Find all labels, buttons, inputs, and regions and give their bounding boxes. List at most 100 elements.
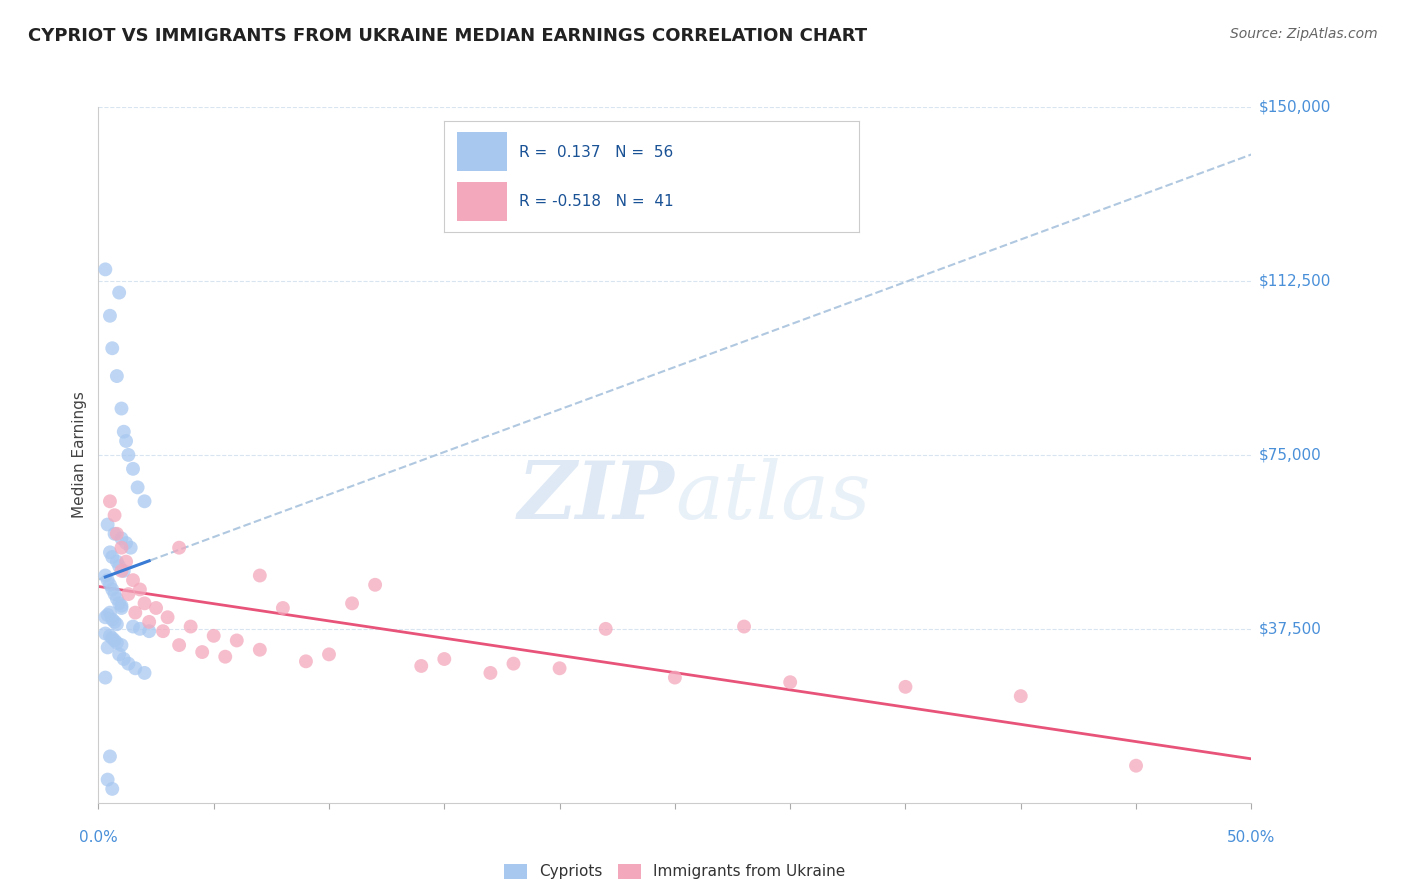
Point (117, 448, 139, 462)
Point (94, 671, 117, 685)
Point (94, 610, 117, 624)
Point (548, 661, 571, 675)
Point (249, 568, 271, 582)
Point (295, 654, 318, 668)
Point (105, 555, 128, 569)
Point (138, 624, 160, 639)
Point (110, 638, 132, 652)
Y-axis label: Median Earnings: Median Earnings (72, 392, 87, 518)
Point (98, 309, 121, 323)
Point (779, 675, 801, 690)
Point (108, 285, 131, 300)
Point (411, 659, 433, 673)
Point (103, 587, 125, 601)
Point (98, 494, 121, 508)
Point (110, 564, 132, 578)
Point (112, 652, 135, 666)
Point (97, 517, 120, 532)
Point (108, 648, 131, 662)
Text: $112,500: $112,500 (1258, 274, 1330, 288)
Point (97, 573, 120, 587)
Point (124, 661, 146, 675)
Point (101, 341, 124, 355)
Point (101, 549, 124, 564)
Point (271, 601, 294, 615)
Point (664, 671, 686, 685)
Point (103, 526, 125, 541)
Text: Source: ZipAtlas.com: Source: ZipAtlas.com (1230, 27, 1378, 41)
Point (894, 680, 917, 694)
Point (110, 599, 132, 613)
Point (1125, 758, 1147, 772)
Point (433, 652, 456, 666)
Point (97, 607, 120, 622)
Point (117, 587, 139, 601)
Point (108, 596, 131, 610)
Point (152, 624, 174, 639)
Point (110, 532, 132, 546)
Point (502, 657, 524, 671)
Point (479, 665, 502, 680)
Point (112, 564, 135, 578)
Point (180, 619, 202, 633)
Point (340, 596, 363, 610)
Point (364, 578, 387, 592)
Point (1010, 689, 1032, 703)
Point (101, 631, 124, 645)
Point (134, 665, 156, 680)
Text: $75,000: $75,000 (1258, 448, 1322, 462)
Text: atlas: atlas (675, 458, 870, 535)
Point (145, 601, 167, 615)
Point (127, 480, 149, 494)
Text: $150,000: $150,000 (1258, 100, 1330, 114)
Point (191, 645, 214, 659)
Point (112, 425, 135, 439)
Point (105, 369, 128, 384)
Point (110, 601, 132, 615)
Point (97, 640, 120, 655)
Point (97, 772, 120, 787)
Point (103, 633, 125, 648)
Point (167, 638, 190, 652)
Point (115, 555, 138, 569)
Point (110, 401, 132, 416)
Legend: Cypriots, Immigrants from Ukraine: Cypriots, Immigrants from Ukraine (498, 857, 852, 886)
Point (156, 610, 179, 624)
Point (733, 619, 755, 633)
Text: ZIP: ZIP (517, 458, 675, 535)
Point (105, 617, 128, 632)
Point (98, 545, 121, 559)
Point (129, 622, 152, 636)
Point (202, 629, 225, 643)
Point (167, 541, 190, 555)
Point (122, 462, 145, 476)
Point (105, 636, 128, 650)
Text: CYPRIOT VS IMMIGRANTS FROM UKRAINE MEDIAN EARNINGS CORRELATION CHART: CYPRIOT VS IMMIGRANTS FROM UKRAINE MEDIA… (28, 27, 868, 45)
Point (98, 578, 121, 592)
Point (110, 541, 132, 555)
Point (120, 541, 142, 555)
Point (105, 591, 128, 606)
Point (225, 633, 247, 648)
Point (94, 568, 117, 582)
Point (129, 582, 152, 597)
Text: 50.0%: 50.0% (1227, 830, 1275, 845)
Point (108, 559, 131, 574)
Point (124, 606, 146, 620)
Point (115, 536, 138, 550)
Point (138, 615, 160, 629)
Point (122, 573, 145, 587)
Point (103, 615, 125, 629)
Point (101, 582, 124, 597)
Point (134, 494, 156, 508)
Point (318, 648, 340, 662)
Point (122, 619, 145, 633)
Point (105, 526, 128, 541)
Point (103, 508, 125, 523)
Point (249, 642, 271, 657)
Text: 0.0%: 0.0% (79, 830, 118, 845)
Point (214, 649, 236, 664)
Point (94, 626, 117, 640)
Point (98, 629, 121, 643)
Point (98, 606, 121, 620)
